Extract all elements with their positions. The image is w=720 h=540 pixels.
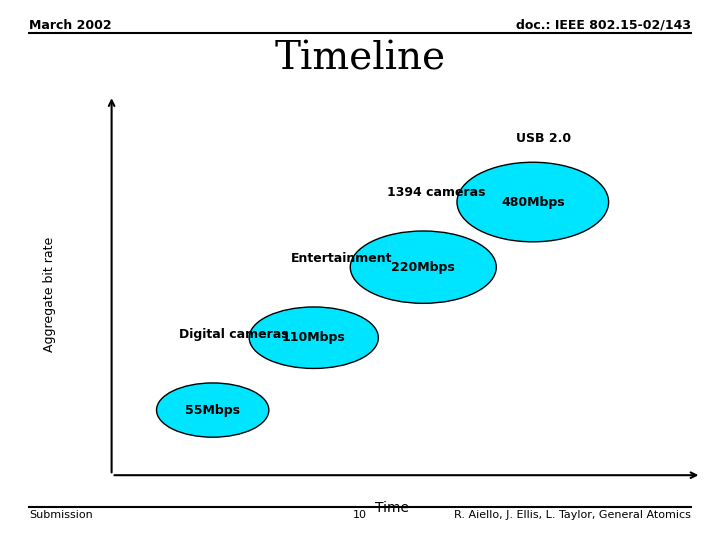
Text: USB 2.0: USB 2.0 bbox=[516, 132, 571, 145]
Text: 220Mbps: 220Mbps bbox=[392, 261, 455, 274]
Text: 55Mbps: 55Mbps bbox=[185, 403, 240, 416]
Ellipse shape bbox=[350, 231, 496, 303]
Text: Time: Time bbox=[375, 501, 410, 515]
Text: Submission: Submission bbox=[29, 510, 93, 521]
Text: 1394 cameras: 1394 cameras bbox=[387, 186, 485, 199]
Text: March 2002: March 2002 bbox=[29, 19, 112, 32]
Ellipse shape bbox=[156, 383, 269, 437]
Text: Entertainment: Entertainment bbox=[292, 252, 393, 265]
Text: doc.: IEEE 802.15-02/143: doc.: IEEE 802.15-02/143 bbox=[516, 19, 691, 32]
Text: Timeline: Timeline bbox=[274, 40, 446, 78]
Text: 10: 10 bbox=[353, 510, 367, 521]
Ellipse shape bbox=[249, 307, 379, 368]
Text: 480Mbps: 480Mbps bbox=[501, 195, 564, 208]
Ellipse shape bbox=[457, 162, 608, 242]
Text: R. Aiello, J. Ellis, L. Taylor, General Atomics: R. Aiello, J. Ellis, L. Taylor, General … bbox=[454, 510, 691, 521]
Text: Aggregate bit rate: Aggregate bit rate bbox=[43, 237, 56, 352]
Text: Digital cameras: Digital cameras bbox=[179, 328, 289, 341]
Text: 110Mbps: 110Mbps bbox=[282, 331, 346, 344]
